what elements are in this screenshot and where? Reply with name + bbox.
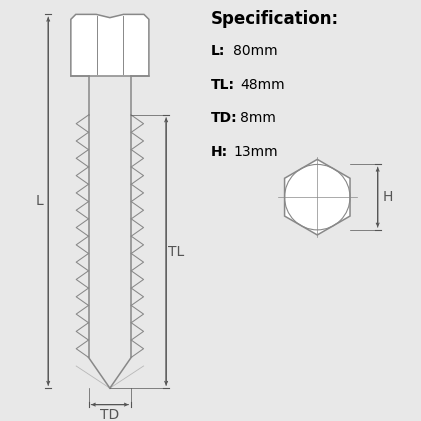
- Text: H:: H:: [210, 145, 228, 159]
- Text: TD: TD: [100, 408, 120, 421]
- Text: TL:: TL:: [210, 77, 234, 92]
- Text: TD:: TD:: [210, 111, 237, 125]
- Text: Specification:: Specification:: [210, 10, 338, 28]
- Text: L:: L:: [210, 44, 225, 58]
- Text: TL: TL: [168, 245, 184, 258]
- Text: 80mm: 80mm: [233, 44, 278, 58]
- Text: 48mm: 48mm: [240, 77, 285, 92]
- Polygon shape: [285, 160, 350, 235]
- Text: 8mm: 8mm: [240, 111, 276, 125]
- Text: H: H: [383, 190, 393, 204]
- Polygon shape: [71, 14, 149, 76]
- Text: 13mm: 13mm: [233, 145, 278, 159]
- Text: L: L: [35, 194, 43, 208]
